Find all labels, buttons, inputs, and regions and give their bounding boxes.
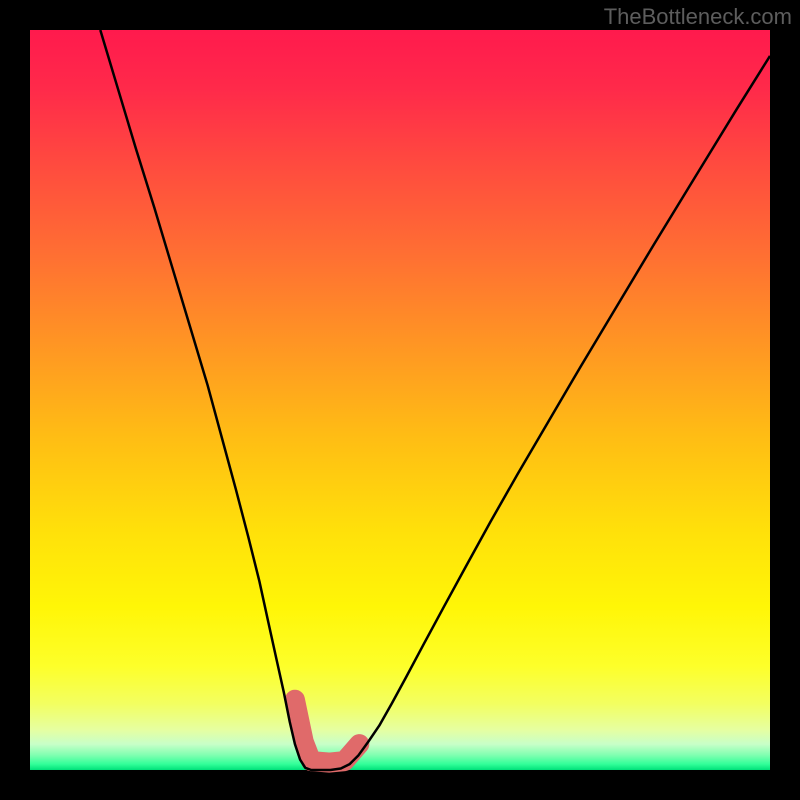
watermark-text: TheBottleneck.com [604, 4, 792, 30]
chart-stage: TheBottleneck.com [0, 0, 800, 800]
chart-svg [0, 0, 800, 800]
plot-background [30, 30, 770, 770]
